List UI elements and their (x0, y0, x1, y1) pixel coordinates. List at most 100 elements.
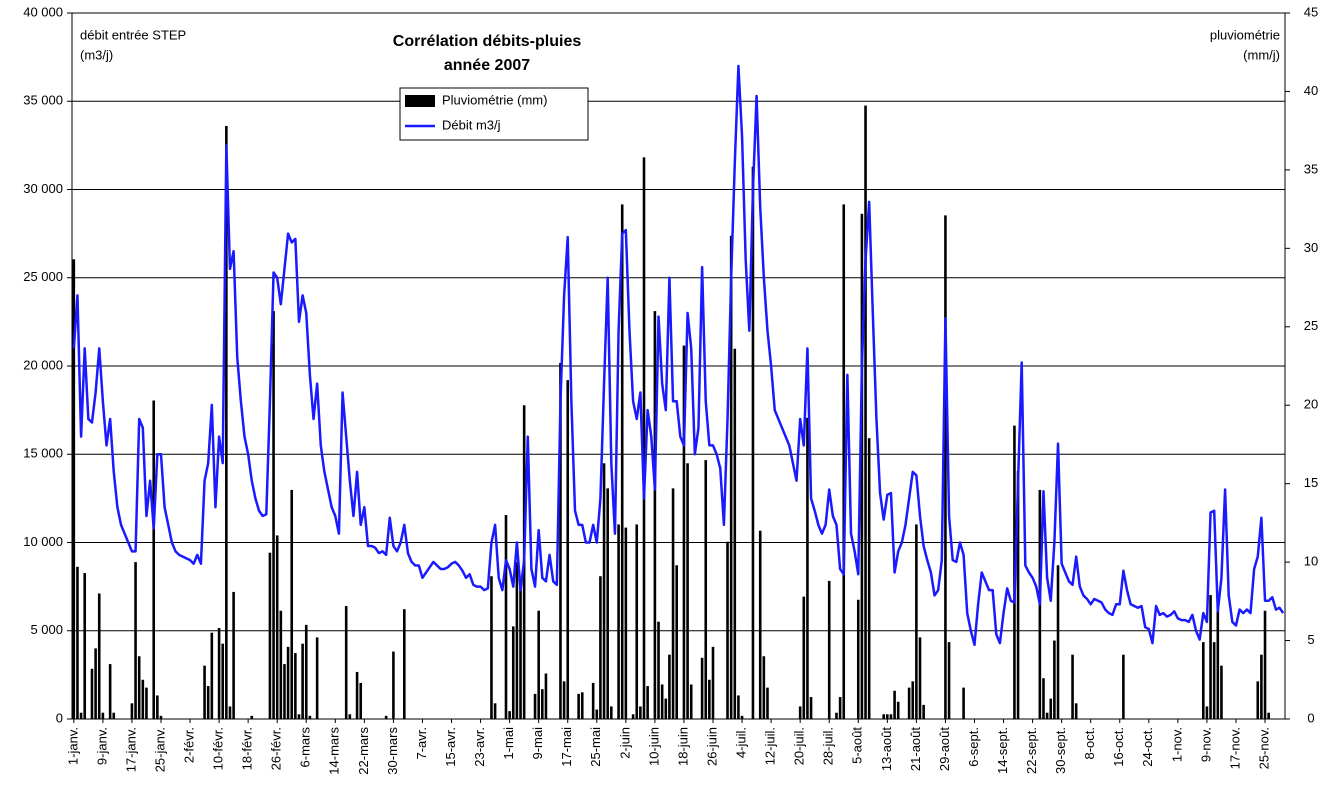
y-tick-label: 15 000 (23, 446, 63, 461)
y-tick-label: 5 000 (30, 622, 63, 637)
bar (141, 679, 145, 719)
bar (217, 628, 221, 719)
bar (1212, 642, 1216, 719)
x-tick-label: 1-mai (501, 727, 516, 760)
x-tick-label: 10-juin (646, 727, 661, 766)
bar (290, 489, 294, 719)
bar (519, 584, 522, 719)
x-tick-label: 12-juil. (763, 727, 778, 765)
bar (907, 687, 911, 719)
bar (308, 715, 312, 719)
bar (221, 643, 225, 719)
bar (1216, 610, 1220, 719)
x-tick-label: 8-oct. (1082, 727, 1097, 760)
x-tick-label: 14-sept. (995, 727, 1010, 774)
bar (156, 695, 159, 719)
bar (493, 703, 497, 719)
bar (620, 204, 624, 720)
chart-title: année 2007 (444, 57, 530, 74)
y-axis-label: (m3/j) (80, 47, 113, 62)
bar (711, 646, 715, 719)
x-tick-label: 1-janv. (65, 727, 80, 765)
y2-tick-label: 10 (1304, 554, 1318, 569)
bar (159, 715, 163, 719)
y2-tick-label: 5 (1307, 632, 1314, 647)
bar (809, 697, 813, 719)
bar (758, 530, 762, 719)
bar (686, 463, 689, 719)
bar (392, 651, 395, 719)
bar (642, 157, 646, 720)
y2-tick-label: 15 (1304, 475, 1318, 490)
x-tick-label: 25-mai (588, 727, 603, 767)
y2-tick-label: 45 (1304, 4, 1318, 19)
chart-title: Corrélation débits-pluies (393, 33, 582, 50)
bar (1205, 706, 1209, 719)
bar (915, 524, 918, 719)
x-tick-label: 16-oct. (1111, 727, 1126, 767)
y2-tick-label: 40 (1304, 83, 1318, 98)
bar (97, 593, 101, 719)
x-tick-label: 25-janv. (152, 727, 167, 772)
bar (962, 687, 965, 719)
bar (137, 656, 141, 719)
x-tick-label: 6-mars (298, 727, 313, 768)
x-tick-label: 22-mars (356, 727, 371, 775)
bar (537, 610, 540, 719)
bar (210, 632, 214, 719)
bar (544, 673, 548, 719)
x-tick-label: 21-août (908, 727, 923, 771)
bar (606, 488, 609, 719)
bar (515, 562, 519, 719)
y2-tick-label: 25 (1304, 318, 1318, 333)
bar (689, 684, 693, 719)
bar (268, 552, 272, 719)
bar (90, 668, 94, 719)
bar (726, 541, 729, 719)
bar (842, 204, 846, 720)
legend: Pluviométrie (mm) Débit m3/j (399, 87, 589, 141)
bar (740, 715, 744, 719)
bar (203, 665, 206, 719)
bar (599, 576, 602, 719)
y-tick-label: 10 000 (23, 534, 63, 549)
bar (1263, 610, 1267, 719)
bar (403, 609, 406, 719)
x-tick-label: 18-févr. (240, 727, 255, 770)
bar (922, 704, 925, 719)
bar (1260, 654, 1263, 719)
bar (511, 626, 515, 719)
bar (577, 693, 580, 719)
bar (860, 213, 864, 719)
bar (729, 235, 733, 719)
bar (348, 714, 352, 719)
bar (562, 681, 566, 719)
bar (631, 714, 635, 719)
legend-label: Pluviométrie (mm) (442, 92, 547, 107)
x-tick-label: 9-mai (530, 727, 545, 760)
x-tick-label: 6-sept. (966, 727, 981, 767)
bar (1074, 703, 1078, 719)
bar (541, 689, 544, 719)
x-tick-label: 24-oct. (1140, 727, 1155, 767)
bar (279, 610, 283, 719)
bar (595, 709, 599, 719)
bar (134, 562, 137, 719)
bar (762, 656, 766, 719)
bar (1042, 678, 1045, 719)
y-tick-label: 30 000 (23, 181, 63, 196)
bar (1053, 640, 1056, 719)
bar (580, 692, 584, 719)
bar (624, 527, 628, 719)
bar (700, 657, 704, 719)
y-tick-label: 0 (56, 710, 63, 725)
bar (1122, 654, 1125, 719)
bar (112, 712, 116, 719)
bar (108, 664, 112, 719)
bar (206, 686, 210, 719)
x-tick-label: 5-août (850, 727, 865, 764)
bar (864, 105, 867, 719)
x-tick-label: 26-févr. (269, 727, 284, 770)
bar (1267, 712, 1270, 719)
